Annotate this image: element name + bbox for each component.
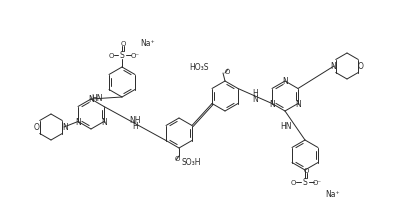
Text: N: N	[75, 117, 81, 126]
Text: H: H	[132, 121, 138, 130]
Text: N: N	[101, 117, 107, 126]
Text: H: H	[252, 89, 258, 98]
Text: N: N	[269, 100, 275, 108]
Text: HN: HN	[91, 94, 102, 103]
Text: N: N	[62, 123, 68, 132]
Text: Na⁺: Na⁺	[325, 190, 340, 199]
Text: Na⁺: Na⁺	[140, 39, 154, 48]
Text: SO₃H: SO₃H	[182, 158, 201, 167]
Text: O: O	[174, 155, 180, 161]
Text: N: N	[282, 77, 288, 86]
Text: N: N	[252, 95, 258, 104]
Text: HO₃S: HO₃S	[190, 63, 209, 72]
Text: HN: HN	[280, 121, 292, 130]
Text: O: O	[303, 167, 308, 173]
Text: O: O	[358, 62, 364, 71]
Text: S: S	[303, 178, 307, 187]
Text: N: N	[330, 62, 336, 71]
Text: O: O	[34, 123, 40, 132]
Text: O: O	[108, 53, 114, 59]
Text: N: N	[88, 95, 94, 104]
Text: O: O	[224, 69, 229, 75]
Text: O: O	[120, 41, 126, 47]
Text: O: O	[290, 179, 296, 185]
Text: N: N	[295, 100, 301, 108]
Text: NH: NH	[129, 115, 141, 124]
Text: O⁻: O⁻	[130, 53, 139, 59]
Text: O⁻: O⁻	[312, 179, 322, 185]
Text: S: S	[120, 51, 124, 60]
